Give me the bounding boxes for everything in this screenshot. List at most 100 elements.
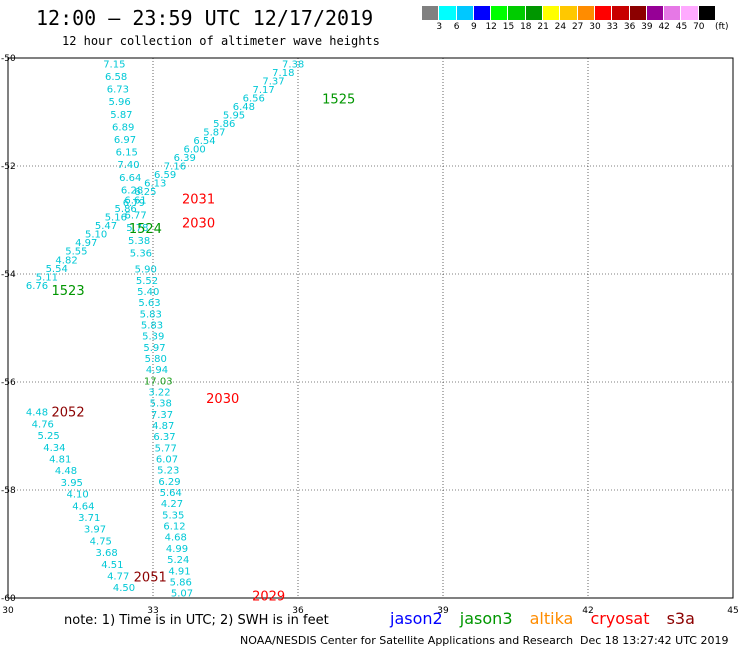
wave-height-value: 7.38 xyxy=(282,59,304,70)
pass-time-label: 1525 xyxy=(322,93,355,108)
wave-height-value: 7.16 xyxy=(164,162,186,173)
chart-subtitle: 12 hour collection of altimeter wave hei… xyxy=(62,34,380,48)
pass-time-label: 2029 xyxy=(252,589,285,604)
wave-height-value: 6.48 xyxy=(233,102,255,113)
wave-height-value: 5.24 xyxy=(167,555,189,566)
wave-height-value: 6.39 xyxy=(174,153,196,164)
sat-s3a: s3a xyxy=(666,609,695,628)
legend-swatch xyxy=(473,6,492,20)
wave-height-value: 5.86 xyxy=(170,577,192,588)
legend-label: 12 xyxy=(485,22,497,32)
legend-label: 30 xyxy=(589,22,601,32)
wave-height-value: 5.77 xyxy=(155,443,177,454)
sat-altika: altika xyxy=(529,609,574,628)
wave-height-value: 4.97 xyxy=(75,238,97,249)
wave-height-value: 5.11 xyxy=(36,272,58,283)
legend-label: 70 xyxy=(693,22,705,32)
credit-line: NOAA/NESDIS Center for Satellite Applica… xyxy=(240,634,574,647)
wave-height-value: 3.95 xyxy=(61,478,83,489)
wave-height-value: 5.23 xyxy=(157,466,179,477)
wave-height-value: 6.37 xyxy=(153,432,175,443)
legend-swatch xyxy=(508,6,526,20)
legend-swatch xyxy=(543,6,561,20)
legend-swatch xyxy=(629,6,647,20)
legend-swatch xyxy=(525,6,544,20)
wave-height-value: 5.16 xyxy=(105,213,127,224)
wave-height-value: 4.76 xyxy=(32,419,54,430)
wave-height-value: 5.63 xyxy=(138,298,160,309)
wave-height-value: 5.83 xyxy=(140,309,162,320)
wave-height-value: 7.15 xyxy=(103,59,125,70)
wave-height-value: 5.95 xyxy=(223,110,245,121)
wave-height-value: 5.54 xyxy=(46,264,68,275)
x-tick-label: 39 xyxy=(437,606,449,616)
wave-height-value: 5.35 xyxy=(162,510,184,521)
wave-height-value: 5.25 xyxy=(37,431,59,442)
wave-height-value: 4.82 xyxy=(55,255,77,266)
wave-height-value: 17.03 xyxy=(144,376,173,387)
wave-height-value: 6.64 xyxy=(119,173,141,184)
wave-height-value: 5.39 xyxy=(142,332,164,343)
wave-height-value: 5.87 xyxy=(110,110,132,121)
x-tick-label: 33 xyxy=(147,606,158,616)
map-frame xyxy=(7,57,734,599)
legend-swatch xyxy=(681,6,699,20)
legend-swatch xyxy=(456,6,474,20)
wave-height-value: 6.77 xyxy=(124,211,146,222)
wave-height-value: 6.28 xyxy=(121,185,143,196)
wave-height-value: 4.34 xyxy=(43,443,65,454)
pass-time-label: 2030 xyxy=(206,392,239,407)
wave-height-value: 5.52 xyxy=(136,276,158,287)
color-scale-legend xyxy=(422,6,717,20)
footer-note: note: 1) Time is in UTC; 2) SWH is in fe… xyxy=(64,613,329,628)
wave-height-value: 4.77 xyxy=(107,572,129,583)
legend-swatch xyxy=(664,6,682,20)
wave-height-value: 4.48 xyxy=(55,466,77,477)
wave-height-value: 6.58 xyxy=(105,72,127,83)
wave-height-value: 5.10 xyxy=(85,230,107,241)
legend-swatch xyxy=(491,6,509,20)
wave-height-value: 5.78 xyxy=(126,223,148,234)
pass-time-label: 1524 xyxy=(129,222,162,237)
legend-label: 45 xyxy=(675,22,688,32)
wave-height-value: 4.81 xyxy=(49,455,71,466)
wave-height-value: 6.54 xyxy=(193,136,215,147)
wave-height-value: 6.15 xyxy=(116,148,138,159)
wave-height-value: 5.86 xyxy=(213,119,235,130)
wave-height-value: 7.37 xyxy=(262,76,284,87)
generated-timestamp: Dec 18 13:27:42 UTC 2019 xyxy=(580,634,729,647)
wave-height-value: 5.97 xyxy=(143,343,165,354)
wave-height-value: 7.18 xyxy=(272,68,294,79)
legend-label: 9 xyxy=(471,22,477,32)
legend-label: 33 xyxy=(606,22,619,32)
sat-cryosat: cryosat xyxy=(590,609,650,628)
legend-swatch xyxy=(612,6,630,20)
legend-label: 36 xyxy=(623,22,636,32)
wave-height-value: 5.38 xyxy=(128,236,150,247)
wave-height-value: 5.90 xyxy=(135,265,157,276)
sat-jason2: jason2 xyxy=(390,609,443,628)
x-tick-label: 36 xyxy=(292,606,304,616)
legend-label: 15 xyxy=(502,22,515,32)
legend-label: 27 xyxy=(571,22,584,32)
wave-height-value: 7.37 xyxy=(151,410,173,421)
legend-label: 21 xyxy=(537,22,549,32)
wave-height-value: 3.71 xyxy=(78,513,100,524)
wave-height-value: 4.87 xyxy=(152,421,174,432)
wave-height-value: 5.83 xyxy=(141,320,163,331)
wave-height-value: 4.50 xyxy=(113,583,135,594)
legend-label: 6 xyxy=(453,22,460,32)
chart-title: 12:00 — 23:59 UTC 12/17/2019 xyxy=(36,6,374,30)
wave-height-value: 4.27 xyxy=(161,499,183,510)
wave-height-value: 7.17 xyxy=(252,85,274,96)
wave-height-value: 6.89 xyxy=(112,122,134,133)
legend-swatch xyxy=(698,6,717,20)
sat-jason3: jason3 xyxy=(459,609,513,628)
legend-swatch xyxy=(560,6,578,20)
legend-swatch xyxy=(594,6,613,20)
wave-height-value: 5.40 xyxy=(137,287,159,298)
wave-height-value: 5.64 xyxy=(160,488,182,499)
x-tick-label: 42 xyxy=(582,606,593,616)
wave-height-value: 6.25 xyxy=(134,187,156,198)
